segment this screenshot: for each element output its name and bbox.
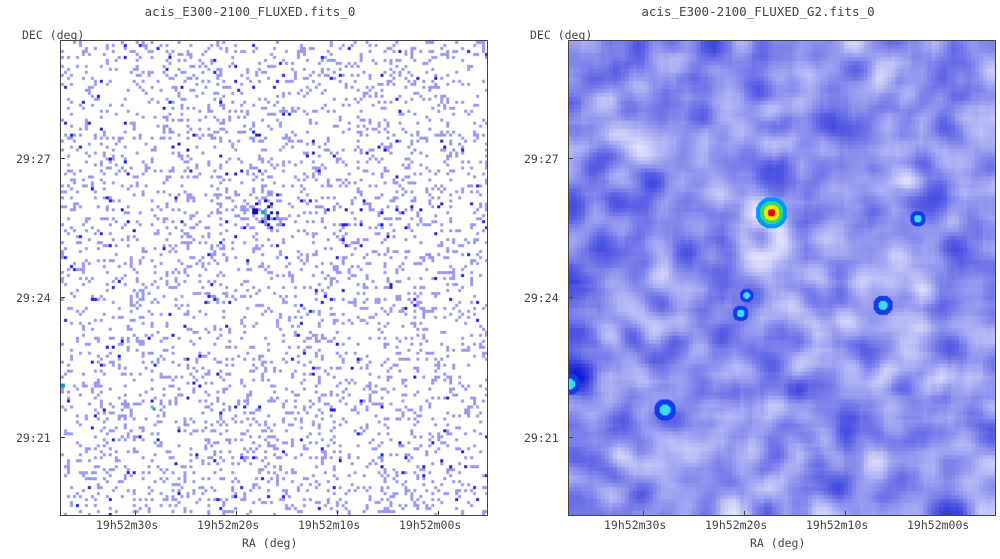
x-tick-label: 19h52m10s — [806, 518, 869, 532]
y-tick-mark — [60, 297, 65, 298]
x-tick-label: 19h52m20s — [705, 518, 768, 532]
x-tick-mark — [337, 511, 338, 516]
image-view-raw[interactable] — [60, 40, 488, 516]
x-tick-label: 19h52m30s — [96, 518, 159, 532]
x-axis-label: RA (deg) — [750, 536, 806, 550]
x-tick-label: 19h52m00s — [399, 518, 462, 532]
y-tick-mark — [568, 297, 573, 298]
y-tick-mark — [60, 158, 65, 159]
x-tick-mark — [946, 511, 947, 516]
y-tick-label: 29:27 — [524, 152, 559, 166]
y-tick-label: 29:21 — [16, 431, 51, 445]
smoothed-image-canvas[interactable] — [569, 41, 995, 515]
panel-title: acis_E300-2100_FLUXED_G2.fits_0 — [641, 4, 875, 19]
x-tick-label: 19h52m10s — [298, 518, 361, 532]
x-tick-mark — [845, 511, 846, 516]
y-axis-label: DEC (deg) — [530, 28, 593, 42]
y-tick-label: 29:21 — [524, 431, 559, 445]
x-tick-mark — [438, 511, 439, 516]
x-tick-mark — [744, 511, 745, 516]
x-tick-label: 19h52m00s — [907, 518, 970, 532]
y-tick-mark — [60, 437, 65, 438]
x-tick-label: 19h52m30s — [604, 518, 667, 532]
x-tick-mark — [643, 511, 644, 516]
x-tick-mark — [236, 511, 237, 516]
y-tick-mark — [568, 437, 573, 438]
panel-title: acis_E300-2100_FLUXED.fits_0 — [144, 4, 356, 19]
y-tick-label: 29:24 — [16, 291, 51, 305]
y-tick-label: 29:24 — [524, 291, 559, 305]
y-tick-label: 29:27 — [16, 152, 51, 166]
x-axis-label: RA (deg) — [242, 536, 298, 550]
panel-left: acis_E300-2100_FLUXED.fits_0 DEC (deg) 2… — [16, 4, 488, 550]
x-tick-mark — [135, 511, 136, 516]
y-tick-mark — [568, 158, 573, 159]
panel-right: acis_E300-2100_FLUXED_G2.fits_0 DEC (deg… — [508, 0, 1000, 559]
image-view-smoothed[interactable] — [568, 40, 996, 516]
x-tick-label: 19h52m20s — [197, 518, 260, 532]
y-axis-label: DEC (deg) — [22, 28, 85, 42]
raw-image-canvas[interactable] — [61, 41, 487, 515]
